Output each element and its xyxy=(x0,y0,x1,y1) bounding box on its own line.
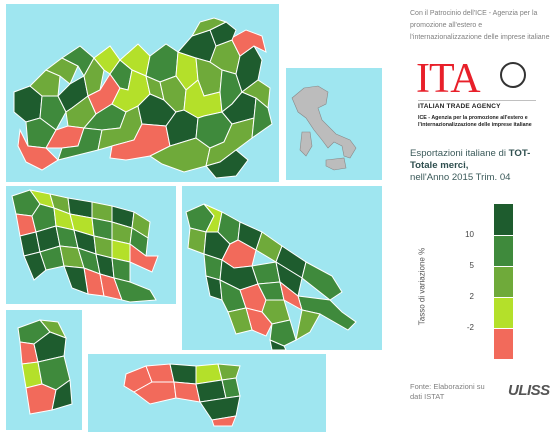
sardinia-overview-icon xyxy=(299,131,313,157)
map-title: Esportazioni italiane di TOT- Totale mer… xyxy=(410,148,550,184)
legend-threshold: 5 xyxy=(469,261,474,270)
ita-logo: ITA ITALIAN TRADE AGENCY ICE - Agenzia p… xyxy=(416,56,536,128)
legend-color-box xyxy=(494,235,513,266)
south-provinces xyxy=(185,203,357,351)
legend-color-box xyxy=(494,266,513,297)
title-bold: TOT- Totale merci, xyxy=(410,148,531,171)
legend-color-scale xyxy=(494,204,513,364)
legend-axis: Tasso di variazione % xyxy=(417,240,427,330)
italy-overview-icon xyxy=(291,85,357,159)
agency-subtitle: ICE - Agenzia per la promozione all'este… xyxy=(418,115,532,128)
map-panels xyxy=(6,4,382,432)
north-provinces xyxy=(13,17,273,179)
legend-threshold: 2 xyxy=(469,292,474,301)
legend-axis-label: Tasso di variazione % xyxy=(417,247,427,326)
sidebar: Con il Patrocinio dell'ICE - Agenzia per… xyxy=(396,0,550,434)
logo-text: ITA xyxy=(416,56,481,102)
title-suffix: nell'Anno 2015 Trim. 04 xyxy=(410,172,511,183)
central-provinces xyxy=(11,189,159,303)
title-prefix: Esportazioni italiane di xyxy=(410,148,509,159)
ulisse-logo: ULISSE xyxy=(508,382,550,399)
map-area xyxy=(6,4,382,432)
legend-color-box xyxy=(494,204,513,235)
legend-color-box xyxy=(494,328,513,359)
legend-threshold: 10 xyxy=(465,230,474,239)
legend-threshold: -2 xyxy=(466,323,474,332)
sardinia-provinces xyxy=(17,319,73,415)
sicily-provinces xyxy=(123,363,241,427)
patrocinio-text: Con il Patrocinio dell'ICE - Agenzia per… xyxy=(410,10,550,41)
seal-icon xyxy=(500,62,526,88)
source-note: Fonte: Elaborazioni su dati ISTAT xyxy=(410,382,485,401)
logo-divider xyxy=(418,100,536,101)
agency-name: ITALIAN TRADE AGENCY xyxy=(418,103,501,110)
legend-thresholds: 10 5 2 -2 xyxy=(444,200,474,360)
legend-color-box xyxy=(494,297,513,328)
sicily-overview-icon xyxy=(325,157,347,171)
